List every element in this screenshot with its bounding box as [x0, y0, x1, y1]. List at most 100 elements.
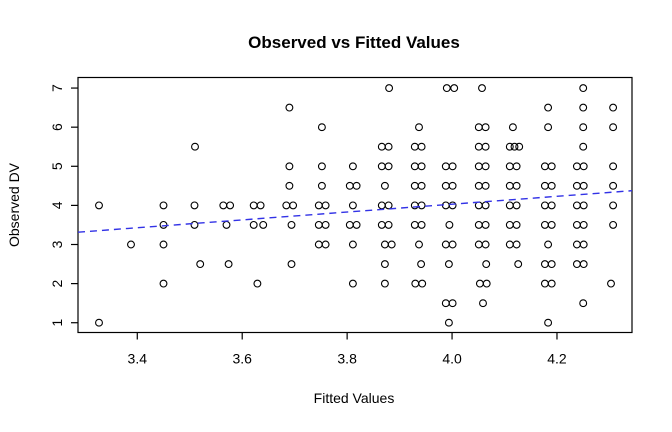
data-point [540, 162, 549, 171]
data-point [384, 142, 393, 151]
data-point [348, 201, 357, 210]
data-point [352, 181, 361, 190]
data-point [544, 240, 553, 249]
data-point [510, 142, 519, 151]
data-point [474, 220, 483, 229]
data-point [547, 260, 556, 269]
data-point [505, 142, 514, 151]
data-point [159, 279, 168, 288]
data-point [345, 181, 354, 190]
x-tick-label: 3.8 [337, 351, 357, 367]
data-point [95, 318, 103, 327]
x-axis-label: Fitted Values [314, 390, 395, 406]
data-point [482, 260, 491, 269]
data-point [512, 181, 521, 190]
data-point [474, 181, 483, 190]
data-point [540, 279, 549, 288]
data-point [579, 103, 588, 112]
data-point [441, 299, 450, 308]
data-point [226, 201, 235, 210]
data-point [579, 142, 588, 151]
plot-title: Observed vs Fitted Values [248, 33, 460, 52]
data-point [544, 123, 553, 132]
data-point [287, 260, 296, 269]
data-point [547, 181, 556, 190]
data-point [410, 162, 419, 171]
data-point [481, 220, 490, 229]
y-tick-label: 7 [49, 84, 65, 92]
data-point [505, 201, 514, 210]
data-point [377, 142, 386, 151]
data-point [514, 260, 523, 269]
data-point [219, 201, 228, 210]
data-point [481, 123, 490, 132]
data-point [505, 181, 514, 190]
data-point [196, 260, 205, 269]
data-point [572, 181, 581, 190]
data-point [475, 279, 484, 288]
data-point [478, 84, 486, 93]
data-point [417, 260, 426, 269]
data-point [445, 220, 454, 229]
data-point [544, 318, 553, 327]
data-point [385, 84, 394, 93]
data-point [410, 181, 419, 190]
data-point [384, 162, 393, 171]
data-point [609, 181, 618, 190]
data-point [481, 240, 490, 249]
data-point [321, 240, 330, 249]
data-point [348, 279, 357, 288]
data-point [547, 162, 556, 171]
data-point [441, 240, 450, 249]
data-point [348, 162, 357, 171]
data-point [579, 299, 588, 308]
data-point [609, 201, 618, 210]
data-point [285, 162, 294, 171]
data-point [609, 103, 618, 112]
data-point [609, 220, 618, 229]
data-point [512, 162, 521, 171]
data-point [547, 279, 556, 288]
data-point [474, 240, 483, 249]
data-point [444, 318, 453, 327]
data-point [410, 220, 419, 229]
data-point [441, 162, 450, 171]
data-point [579, 260, 588, 269]
data-point [505, 220, 514, 229]
data-point [474, 142, 483, 151]
data-point [224, 260, 233, 269]
y-tick-label: 2 [49, 280, 65, 288]
data-point [572, 240, 581, 249]
data-point [380, 260, 389, 269]
data-point [380, 181, 389, 190]
data-point [282, 201, 291, 210]
y-axis-label: Observed DV [6, 162, 22, 247]
data-point [442, 84, 451, 93]
data-point [540, 181, 549, 190]
data-point [512, 220, 521, 229]
data-point [481, 181, 490, 190]
data-point [317, 123, 326, 132]
data-point [481, 201, 490, 210]
y-tick-label: 1 [49, 319, 65, 327]
data-point [450, 84, 459, 93]
data-point [249, 201, 258, 210]
data-point [249, 220, 258, 229]
data-point [352, 220, 361, 229]
y-tick-label: 6 [49, 123, 65, 131]
y-tick-label: 5 [49, 162, 65, 170]
data-point [479, 299, 487, 308]
data-point [579, 220, 588, 229]
data-point [448, 201, 457, 210]
data-point [512, 201, 521, 210]
data-point [384, 220, 393, 229]
data-point [384, 201, 393, 210]
data-point [348, 240, 357, 249]
data-point [512, 240, 521, 249]
data-point [345, 220, 354, 229]
data-point [572, 162, 581, 171]
y-tick-label: 4 [49, 201, 65, 209]
data-point [317, 162, 326, 171]
